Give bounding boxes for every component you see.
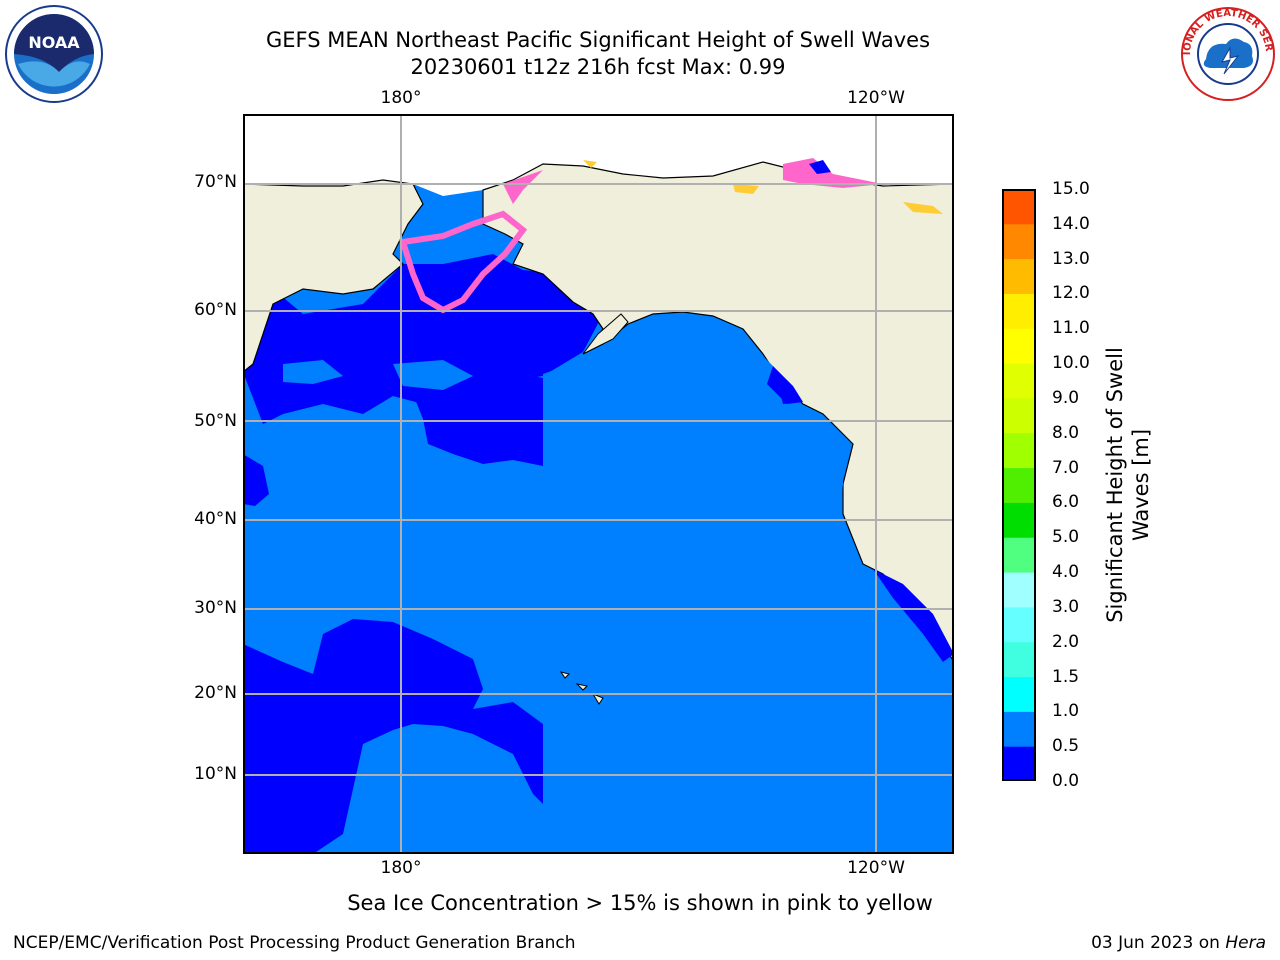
lon-label-bottom-180: 180° bbox=[380, 858, 422, 878]
lat-label-60n: 60°N bbox=[194, 300, 237, 320]
sea-ice-beaufort-blue bbox=[809, 160, 831, 174]
lon-label-top-120w: 120°W bbox=[847, 88, 905, 108]
sea-ice-chukchi-pink bbox=[503, 170, 543, 204]
colorbar-tick-label: 14.0 bbox=[1052, 213, 1090, 234]
colorbar-tick-label: 1.5 bbox=[1052, 666, 1080, 687]
colorbar-tick-label: 1.0 bbox=[1052, 701, 1080, 722]
colorbar-title-line2: Waves [m] bbox=[1129, 428, 1153, 542]
colorbar-tick-label: 3.0 bbox=[1052, 596, 1080, 617]
map-panel bbox=[243, 114, 954, 854]
colorbar-tick-label: 7.0 bbox=[1052, 457, 1080, 478]
colorbar-title: Significant Height of Swell Waves [m] bbox=[1102, 347, 1154, 623]
colorbar-tick-label: 5.0 bbox=[1052, 527, 1080, 548]
colorbar-segment bbox=[1002, 467, 1036, 503]
colorbar-segment bbox=[1002, 572, 1036, 608]
land-hawaii bbox=[559, 671, 604, 705]
sea-ice-yellow-1 bbox=[733, 184, 759, 194]
lon-label-bottom-120w: 120°W bbox=[847, 858, 905, 878]
colorbar-tick-label: 0.5 bbox=[1052, 736, 1080, 757]
lat-label-40n: 40°N bbox=[194, 509, 237, 529]
ocean-low-swell-coast-2 bbox=[767, 366, 803, 404]
lat-label-10n: 10°N bbox=[194, 764, 237, 784]
land-siberia bbox=[243, 179, 424, 373]
sea-ice-yellow-3 bbox=[583, 160, 597, 168]
noaa-logo: NOAA bbox=[4, 4, 104, 104]
ocean-low-swell-west-patch bbox=[243, 454, 269, 506]
colorbar-tick-label: 6.0 bbox=[1052, 492, 1080, 513]
colorbar-segment bbox=[1002, 293, 1036, 329]
lat-label-20n: 20°N bbox=[194, 683, 237, 703]
colorbar-segment bbox=[1002, 641, 1036, 678]
sea-ice-bering-pink bbox=[399, 210, 528, 314]
colorbar-tick-label: 13.0 bbox=[1052, 248, 1090, 269]
sea-ice-beaufort-pink bbox=[783, 158, 883, 188]
colorbar-tick-label: 9.0 bbox=[1052, 387, 1080, 408]
footer-branch: NCEP/EMC/Verification Post Processing Pr… bbox=[13, 933, 576, 953]
footer-date: 03 Jun 2023 on Hera bbox=[1091, 933, 1266, 953]
colorbar-tick-label: 12.0 bbox=[1052, 283, 1090, 304]
footer-host: Hera bbox=[1225, 933, 1266, 953]
gulf-of-alaska-water bbox=[543, 318, 954, 854]
lat-label-50n: 50°N bbox=[194, 411, 237, 431]
colorbar-title-line1: Significant Height of Swell bbox=[1103, 347, 1127, 623]
colorbar-segment bbox=[1002, 676, 1036, 712]
colorbar-frame bbox=[1002, 189, 1036, 781]
ocean-low-swell-south bbox=[243, 619, 563, 854]
colorbar-tick-label: 11.0 bbox=[1052, 318, 1090, 339]
footer-date-text: 03 Jun 2023 on bbox=[1091, 933, 1226, 953]
map-graticule bbox=[243, 114, 954, 854]
colorbar-segment bbox=[1002, 328, 1036, 364]
colorbar-segment bbox=[1002, 397, 1036, 434]
ocean-low-swell-california bbox=[873, 569, 954, 662]
chart-title: GEFS MEAN Northeast Pacific Significant … bbox=[265, 28, 931, 52]
colorbar bbox=[1002, 189, 1036, 782]
colorbar-tick-label: 4.0 bbox=[1052, 562, 1080, 583]
colorbar-segment bbox=[1002, 363, 1036, 399]
land-alaska-peninsula bbox=[582, 313, 629, 355]
colorbar-tick-label: 2.0 bbox=[1052, 631, 1080, 652]
colorbar-segment bbox=[1002, 711, 1036, 747]
colorbar-segment bbox=[1002, 537, 1036, 573]
ocean-low-swell-north bbox=[243, 254, 603, 424]
ocean-medium-hole-1 bbox=[283, 360, 343, 384]
ocean-medium-hole-2 bbox=[393, 360, 473, 390]
colorbar-segment bbox=[1002, 432, 1036, 469]
lon-label-top-180: 180° bbox=[380, 88, 422, 108]
map-frame bbox=[243, 114, 954, 854]
colorbar-tick-label: 0.0 bbox=[1052, 771, 1080, 791]
colorbar-tick-label: 10.0 bbox=[1052, 353, 1090, 374]
colorbar-segment bbox=[1002, 189, 1036, 225]
colorbar-segment bbox=[1002, 223, 1036, 260]
colorbar-segment bbox=[1002, 606, 1036, 643]
lat-label-70n: 70°N bbox=[194, 172, 237, 192]
colorbar-tick-label: 8.0 bbox=[1052, 422, 1080, 443]
nws-logo: NATIONAL WEATHER SERVICE bbox=[1174, 0, 1278, 104]
colorbar-tick-label: 15.0 bbox=[1052, 179, 1090, 199]
colorbar-segment bbox=[1002, 258, 1036, 294]
lat-label-30n: 30°N bbox=[194, 598, 237, 618]
sea-ice-caption: Sea Ice Concentration > 15% is shown in … bbox=[347, 891, 933, 915]
sea-ice-yellow-2 bbox=[903, 202, 943, 214]
colorbar-segment bbox=[1002, 502, 1036, 538]
chart-subtitle: 20230601 t12z 216h fcst Max: 0.99 bbox=[410, 55, 786, 79]
arctic-no-data bbox=[243, 114, 954, 196]
colorbar-segment bbox=[1002, 746, 1036, 782]
svg-text:NOAA: NOAA bbox=[28, 33, 80, 52]
